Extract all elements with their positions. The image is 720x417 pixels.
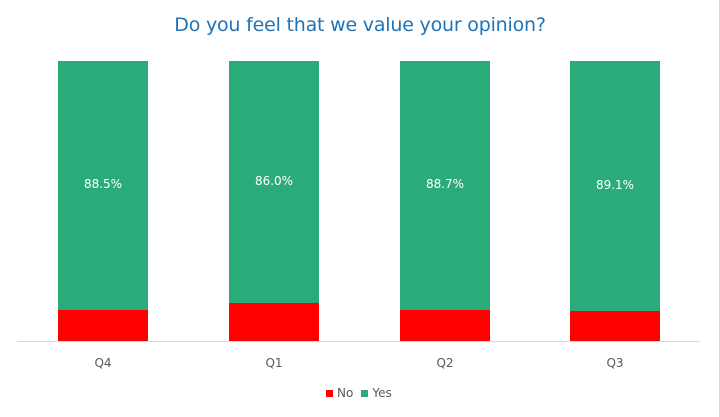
data-label: 88.5% [83,177,123,191]
x-tick-label: Q2 [436,356,454,370]
data-label: 86.0% [254,174,294,188]
x-tick-label: Q4 [94,356,112,370]
legend-label-no: No [337,386,354,400]
x-tick-label: Q1 [265,356,283,370]
legend-item-yes: Yes [361,386,392,400]
bar-segment-no [400,310,490,342]
bar-segment-yes: 86.0% [229,61,319,303]
x-axis-line [17,341,700,342]
data-label: 89.1% [595,178,635,192]
bar-q3: 89.1% [570,61,660,342]
chart-title: Do you feel that we value your opinion? [174,14,546,36]
bar-segment-yes: 88.5% [58,61,148,310]
bar-q2: 88.7% [400,61,490,342]
bar-q1: 86.0% [229,61,319,342]
plot-area: 88.5% 86.0% 88.7% 89.1% [17,61,700,342]
x-tick-label: Q3 [606,356,624,370]
bar-segment-no [58,310,148,342]
bar-segment-no [570,311,660,342]
bar-q4: 88.5% [58,61,148,342]
bar-segment-no [229,303,319,342]
bar-segment-yes: 89.1% [570,61,660,311]
legend-swatch-yes-icon [361,389,369,397]
legend-label-yes: Yes [372,386,392,400]
bar-segment-yes: 88.7% [400,61,490,310]
legend-item-no: No [326,386,353,400]
data-label: 88.7% [425,177,465,191]
legend-swatch-no-icon [326,389,333,397]
legend: No Yes [326,386,400,400]
